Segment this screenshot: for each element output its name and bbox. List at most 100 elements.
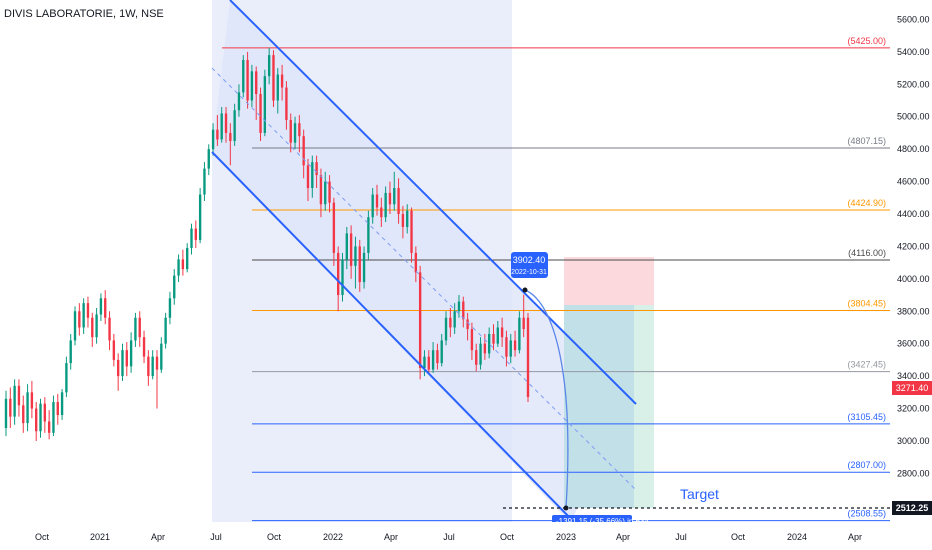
candle-body (39, 403, 42, 432)
candle-body (414, 252, 418, 273)
candle-body (194, 228, 198, 240)
level-label: (4116.00) (848, 248, 886, 258)
price-tick-label: 3200.00 (897, 404, 930, 414)
candle-body (17, 385, 21, 406)
candle-body (207, 149, 210, 169)
candle-body (345, 233, 348, 260)
candle-body (82, 303, 85, 328)
price-tick-label: 4400.00 (897, 209, 930, 219)
candle-body (289, 119, 292, 143)
channel-median-line[interactable] (211, 67, 637, 491)
candle-body (427, 356, 430, 370)
time-tick-label: Jul (443, 532, 455, 542)
price-tick-label: 3800.00 (897, 306, 930, 316)
candle-body (302, 136, 305, 166)
price-tick-label: 3400.00 (897, 371, 930, 381)
candle-body (449, 317, 452, 328)
candle-body (306, 165, 310, 189)
time-tick-label: Apr (616, 532, 630, 542)
candle-body (60, 392, 64, 416)
callout-price: 3902.40 (513, 255, 546, 265)
candle-body (397, 188, 400, 214)
candle-body (401, 213, 405, 227)
candle-body (147, 356, 150, 377)
candle-body (22, 405, 25, 424)
callout-date: 2022-10-31 (511, 269, 547, 276)
time-tick-label: 2021 (90, 532, 110, 542)
candle-body (216, 129, 219, 140)
level-label: (3804.45) (847, 299, 886, 309)
candle-body (43, 403, 47, 422)
candle-body (410, 210, 413, 253)
candle-body (371, 194, 374, 218)
candle-body (522, 317, 525, 330)
price-axis[interactable] (890, 0, 932, 550)
candle-body (138, 317, 141, 338)
time-tick-label: Oct (267, 532, 282, 542)
time-tick-label: Apr (384, 532, 398, 542)
candle-body (453, 311, 456, 328)
symbol-title: DIVIS LABORATORIE, 1W, NSE (4, 8, 164, 20)
candle-body (324, 181, 327, 205)
candle-body (181, 259, 185, 270)
candle-body (298, 123, 301, 137)
projection-curve[interactable] (524, 289, 569, 509)
candle-body (380, 207, 383, 218)
candle-body (56, 402, 59, 416)
candle-body (250, 71, 254, 101)
last-price-text: 3271.40 (896, 383, 929, 393)
candle-body (440, 340, 443, 364)
candle-body (26, 392, 29, 424)
candle-body (354, 246, 357, 266)
price-tick-label: 5600.00 (897, 14, 930, 24)
profit-zone (564, 305, 654, 508)
level-label: (2508.55) (847, 509, 886, 519)
candle-body (86, 303, 90, 318)
price-tick-label: 4000.00 (897, 274, 930, 284)
candle-body (384, 192, 387, 218)
candle-body (186, 248, 189, 270)
candle-body (375, 194, 379, 208)
current-price-badge (892, 501, 932, 515)
channel-upper-line[interactable] (229, 0, 637, 405)
candle-body (475, 350, 478, 365)
candle-body (457, 301, 461, 312)
time-tick-label: Jul (675, 532, 687, 542)
price-tick-label: 3000.00 (897, 436, 930, 446)
candle-body (483, 343, 487, 354)
candle-body (513, 340, 517, 351)
candle-body (272, 55, 275, 101)
candle-body (462, 301, 465, 320)
candle-body (319, 175, 323, 205)
time-axis-ticks: Oct 2021 Apr Jul Oct 2022 Apr Jul Oct 2023 Apr Jul O… (35, 532, 862, 542)
candle-body (311, 162, 314, 189)
price-tick-label: 3600.00 (897, 339, 930, 349)
candle-body (112, 340, 116, 360)
time-tick-label: Jul (210, 532, 222, 542)
candle-body (125, 350, 128, 367)
callout-point (522, 287, 528, 293)
candle-body (121, 350, 124, 377)
channel-lower-line[interactable] (211, 151, 575, 523)
candle-body (104, 298, 107, 318)
candle-body (30, 392, 34, 409)
price-tick-label: 5200.00 (897, 79, 930, 89)
candle-body (328, 181, 331, 203)
target-label: Target (680, 486, 719, 502)
candle-body (52, 402, 55, 433)
candle-body (315, 162, 318, 176)
time-axis[interactable] (0, 522, 932, 550)
candle-body (388, 192, 392, 205)
candle-body (276, 74, 279, 101)
candle-body (69, 340, 72, 364)
candle-body (116, 359, 120, 377)
level-label: (4424.90) (847, 198, 886, 208)
price-tick-label: 5400.00 (897, 47, 930, 57)
candle-body (134, 317, 137, 341)
candle-body (509, 340, 512, 357)
target-point (563, 505, 569, 511)
candle-body (78, 311, 81, 328)
price-tick-label: 5000.00 (897, 112, 930, 122)
candle-body (431, 350, 435, 370)
